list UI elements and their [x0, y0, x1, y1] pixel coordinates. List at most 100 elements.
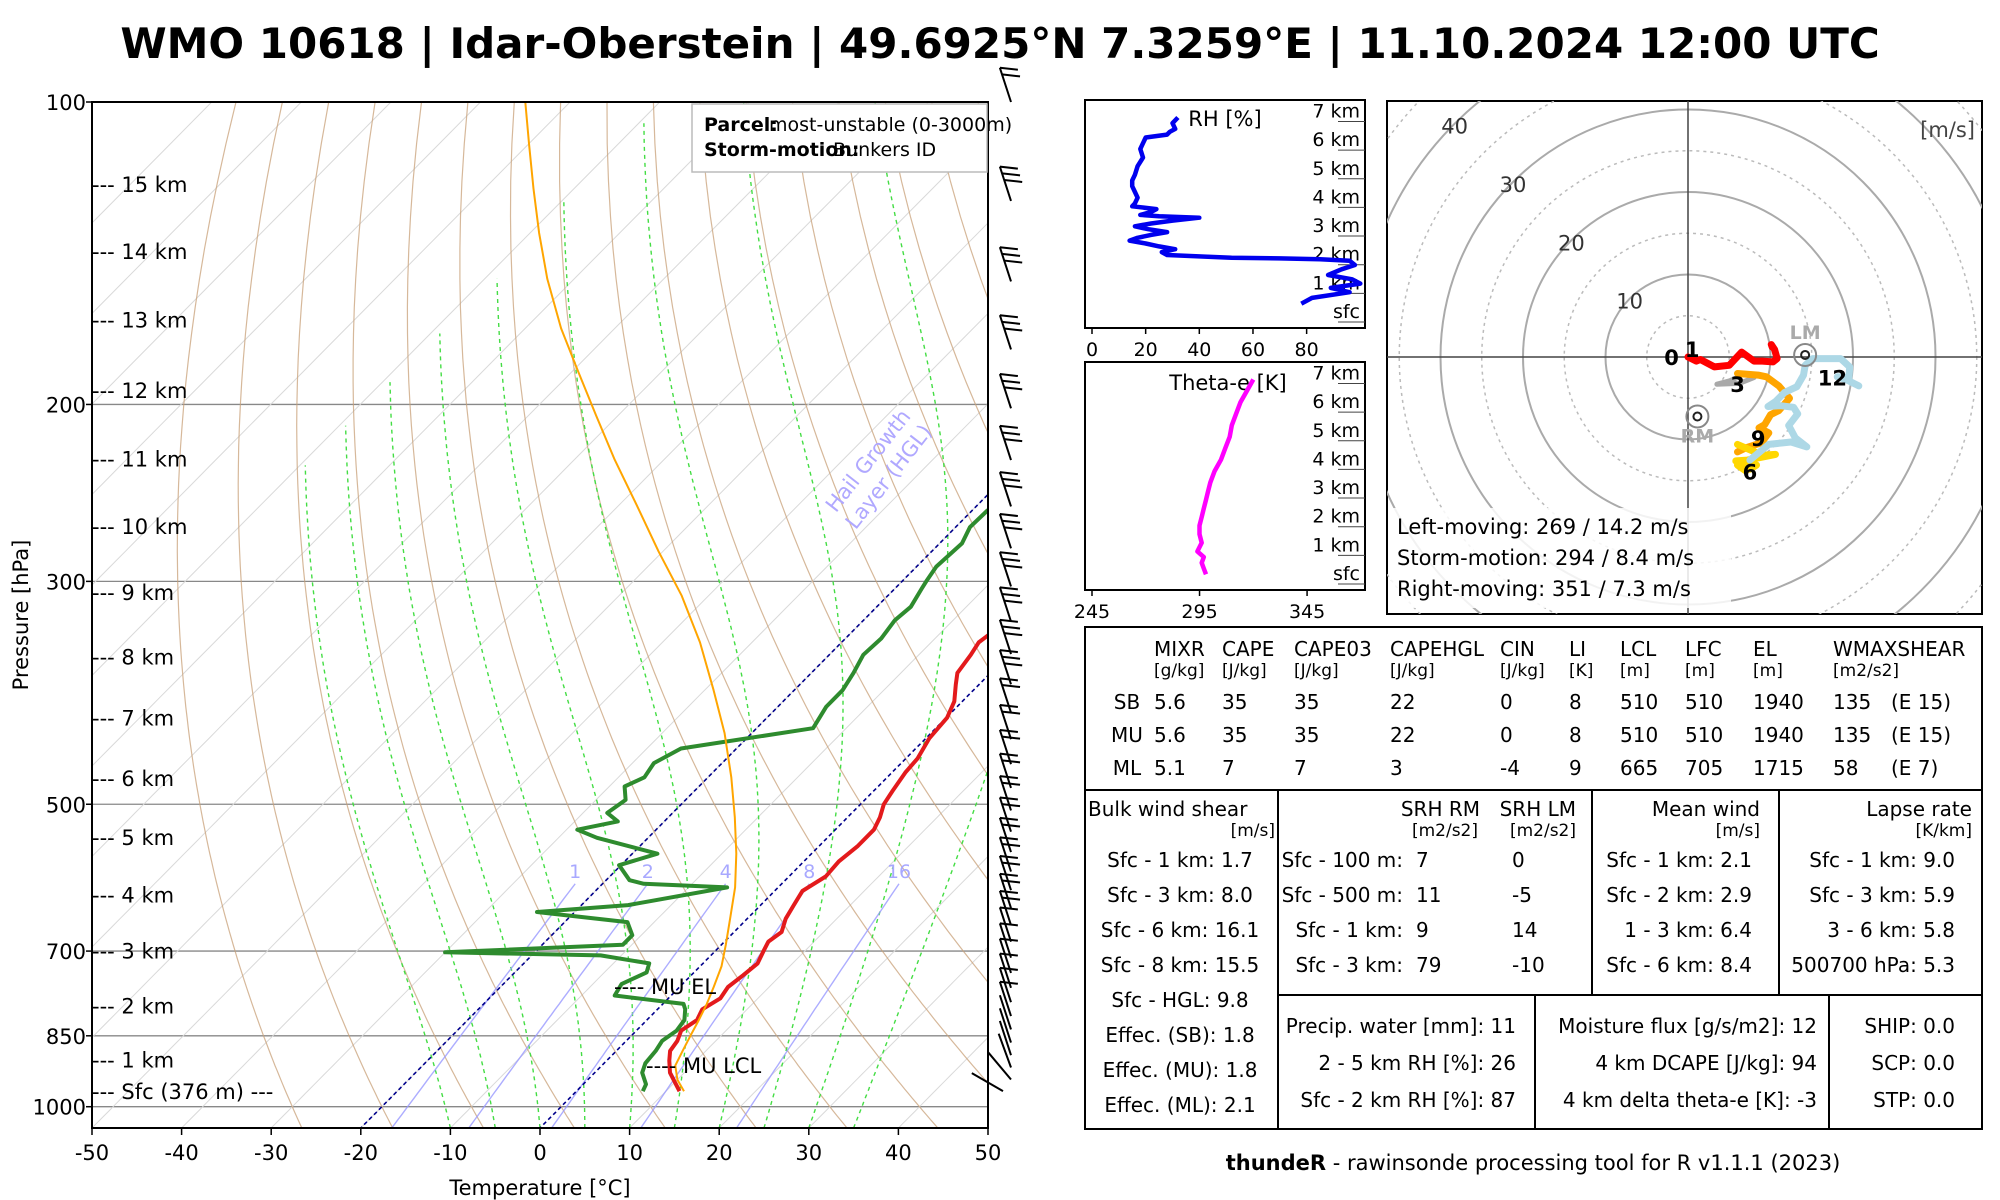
wind-barb-shaft: [998, 678, 1012, 713]
param-cell: 5.1: [1154, 756, 1186, 780]
rh-level-label: 5 km: [1312, 158, 1360, 180]
wind-barb-flag: [1004, 438, 1023, 443]
mu-el-label: ---- MU EL: [614, 975, 716, 999]
wind-barb-flag: [999, 66, 1018, 71]
srh-lm-value: -5: [1512, 883, 1532, 907]
footer-credit: thundeR - rawinsonde processing tool for…: [1226, 1151, 1841, 1175]
param-header: EL: [1753, 637, 1778, 661]
wind-barb: [998, 246, 1023, 282]
thetae-profile-line: [1195, 378, 1256, 576]
rh-level-label: 6 km: [1312, 129, 1360, 151]
wind-barb-flag: [999, 165, 1018, 170]
mu-lcl-label: ---- MU LCL: [646, 1054, 762, 1078]
thetae-axes: 245 295 345 7 km 6 km 5 km 4 km 3 km 2 km 1 km sfc: [1074, 362, 1365, 623]
dry-adiabat-line: [176, 102, 303, 1128]
skewt-grid: 1 2 4 8 16: [92, 102, 988, 1128]
wind-barb-flag: [999, 246, 1018, 251]
hodograph-panel: 10 20 30 40 LM RM 0 1 3 6 9 12 [m/s] Left-moving: …: [1386, 100, 1983, 615]
moist-adiabat-line: [344, 425, 496, 1128]
wind-barb-flag: [1001, 684, 1021, 689]
hodograph-height-label: 3: [1730, 373, 1745, 397]
wind-barb: [998, 796, 1021, 833]
wind-barb: [998, 513, 1023, 549]
flux-row: 4 km delta theta-e [K]: -3: [1563, 1088, 1817, 1112]
temp-tick-label: -50: [75, 1141, 109, 1165]
wind-barb-flag: [1004, 327, 1023, 332]
srh-lm-value: 0: [1512, 848, 1525, 872]
hodograph-segment: [1732, 440, 1779, 475]
shear-row: Sfc - 1 km: 1.7: [1107, 848, 1253, 872]
pressure-tick-label: 200: [46, 393, 86, 417]
skewt-series-mu-parcel: [524, 102, 738, 1092]
srh-rm-value: 11: [1416, 883, 1441, 907]
wind-barb: [998, 373, 1023, 409]
wind-barb-shaft: [998, 994, 1012, 1030]
wind-barb: [998, 980, 1018, 1017]
param-cell: 8: [1569, 690, 1582, 714]
wind-barb-flag: [1001, 625, 1021, 630]
thetae-level-label: 4 km: [1312, 448, 1360, 470]
skewt-series-dewpoint: [443, 507, 988, 1093]
wind-barb: [998, 551, 1023, 587]
wind-barb-flag: [999, 872, 1018, 877]
param-cell: 9: [1569, 756, 1582, 780]
param-cell: 5.6: [1154, 723, 1186, 747]
thetae-panel: Theta-e [K] 245 295 345 7 km 6 km 5 km 4 km 3 k…: [1074, 361, 1366, 623]
rh-panel: RH [%] 0 20 40 60 807 km6 km5 km4 km3 km2 km…: [1084, 99, 1366, 361]
wind-barb: [998, 966, 1018, 1003]
dry-adiabat-line: [559, 102, 939, 1128]
shear-title: Bulk wind shear: [1088, 797, 1248, 821]
shear-row: Sfc - 8 km: 15.5: [1101, 953, 1259, 977]
temp-tick-label: -30: [254, 1141, 288, 1165]
thetae-level-label: 3 km: [1312, 477, 1360, 499]
height-label: --- 4 km: [92, 883, 174, 907]
wind-barb-flag: [1001, 73, 1021, 78]
wind-barb: [998, 1007, 1012, 1043]
param-unit: [J/kg]: [1294, 661, 1339, 681]
wind-barb-shaft: [998, 753, 1012, 789]
wind-barb-flag: [999, 816, 1018, 821]
wind-barb: [998, 816, 1021, 853]
wind-barb: [997, 1033, 1012, 1068]
height-label: --- Sfc (376 m) ---: [92, 1080, 273, 1104]
composite-row: SCP: 0.0: [1871, 1051, 1955, 1075]
wind-barb-flag: [1001, 431, 1021, 436]
wind-barb-flag: [1001, 252, 1021, 257]
rh-level-label: 7 km: [1312, 100, 1360, 122]
wind-barb-shaft: [998, 953, 1012, 989]
wind-barb: [998, 314, 1023, 350]
param-header: LFC: [1685, 637, 1722, 661]
hodograph-ring-label: 10: [1616, 290, 1643, 314]
rh-panel-title: RH [%]: [1188, 107, 1261, 131]
thetae-panel-title: Theta-e [K]: [1168, 371, 1287, 395]
param-row-label: ML: [1113, 756, 1142, 780]
wind-barb-flag: [1001, 896, 1021, 901]
shear-row: Effec. (ML): 2.1: [1104, 1093, 1255, 1117]
hgl-isotherm-line: [359, 493, 988, 1128]
wind-barb: [998, 649, 1023, 685]
height-label: --- 12 km: [92, 379, 187, 403]
wind-barb: [998, 952, 1018, 989]
param-header: WMAXSHEAR: [1833, 637, 1965, 661]
wind-barb-flag: [1004, 178, 1023, 183]
param-header: LCL: [1620, 637, 1657, 661]
storm-motion-marker-core: [1692, 411, 1703, 422]
rh-level-label: sfc: [1333, 301, 1360, 323]
wind-barb: [998, 424, 1023, 461]
rh-level-label: 3 km: [1312, 215, 1360, 237]
wind-barb-flag: [999, 513, 1018, 518]
param-cell-extra: (E 15): [1891, 723, 1951, 747]
wind-barb-shaft: [998, 1007, 1012, 1043]
pressure-tick-label: 700: [46, 940, 86, 964]
dry-adiabat-line: [509, 102, 848, 1128]
rh-level-label: 4 km: [1312, 186, 1360, 208]
lapse-row: 500700 hPa: 5.3: [1791, 953, 1955, 977]
hodograph-traces: LM RM 0 1 3 6 9 12: [1664, 322, 1863, 485]
srh-rm-value: 7: [1416, 848, 1429, 872]
wind-barb: [998, 889, 1021, 926]
srh-rm-header: SRH RM: [1401, 797, 1480, 821]
temp-tick-label: 20: [706, 1141, 733, 1165]
isotherm-line: [180, 312, 988, 1128]
